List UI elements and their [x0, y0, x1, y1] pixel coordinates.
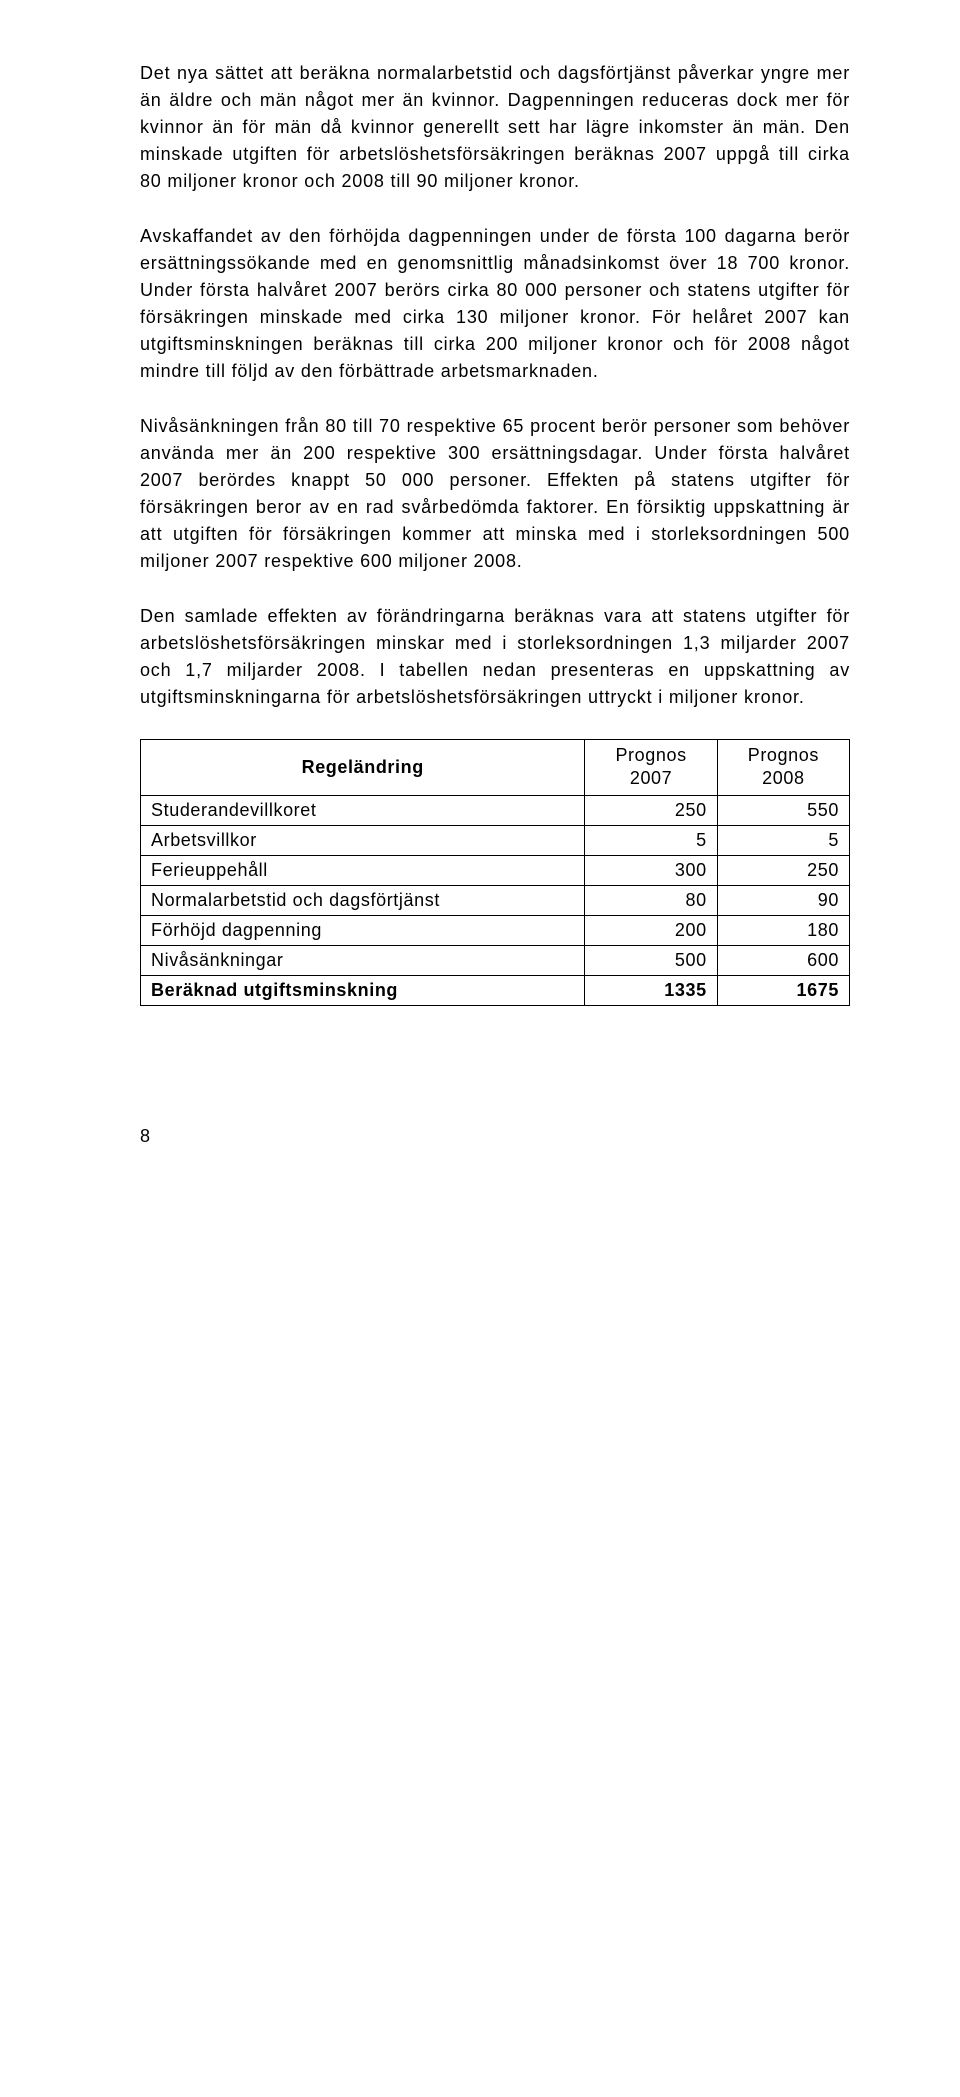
- table-cell-2007: 300: [585, 855, 717, 885]
- paragraph-4: Den samlade effekten av förändringarna b…: [140, 603, 850, 711]
- table-cell-label: Nivåsänkningar: [141, 945, 585, 975]
- table-row: Nivåsänkningar 500 600: [141, 945, 850, 975]
- paragraph-3: Nivåsänkningen från 80 till 70 respektiv…: [140, 413, 850, 575]
- table-cell-2007: 200: [585, 915, 717, 945]
- prognosis-table: Regeländring Prognos 2007 Prognos 2008 S…: [140, 739, 850, 1006]
- table-cell-2007: 500: [585, 945, 717, 975]
- table-cell-total-label: Beräknad utgiftsminskning: [141, 975, 585, 1005]
- table-cell-2008: 550: [717, 795, 849, 825]
- paragraph-1: Det nya sättet att beräkna normalarbetst…: [140, 60, 850, 195]
- table-cell-label: Förhöjd dagpenning: [141, 915, 585, 945]
- table-row: Studerandevillkoret 250 550: [141, 795, 850, 825]
- table-row: Ferieuppehåll 300 250: [141, 855, 850, 885]
- table-cell-total-2008: 1675: [717, 975, 849, 1005]
- table-cell-label: Arbetsvillkor: [141, 825, 585, 855]
- table-cell-2008: 5: [717, 825, 849, 855]
- table-cell-total-2007: 1335: [585, 975, 717, 1005]
- paragraph-2: Avskaffandet av den förhöjda dagpenninge…: [140, 223, 850, 385]
- table-cell-2007: 80: [585, 885, 717, 915]
- table-cell-2008: 90: [717, 885, 849, 915]
- document-page: Det nya sättet att beräkna normalarbetst…: [0, 0, 960, 1207]
- table-header-regelandring: Regeländring: [141, 740, 585, 796]
- page-number: 8: [140, 1126, 850, 1147]
- table-cell-2007: 5: [585, 825, 717, 855]
- table-cell-label: Studerandevillkoret: [141, 795, 585, 825]
- table-row: Förhöjd dagpenning 200 180: [141, 915, 850, 945]
- table-cell-2007: 250: [585, 795, 717, 825]
- table-header-row: Regeländring Prognos 2007 Prognos 2008: [141, 740, 850, 796]
- table-header-2008: Prognos 2008: [717, 740, 849, 796]
- table-cell-2008: 180: [717, 915, 849, 945]
- table-row-total: Beräknad utgiftsminskning 1335 1675: [141, 975, 850, 1005]
- table-cell-2008: 600: [717, 945, 849, 975]
- table-cell-label: Normalarbetstid och dagsförtjänst: [141, 885, 585, 915]
- table-cell-label: Ferieuppehåll: [141, 855, 585, 885]
- table-row: Arbetsvillkor 5 5: [141, 825, 850, 855]
- table-cell-2008: 250: [717, 855, 849, 885]
- table-header-2007: Prognos 2007: [585, 740, 717, 796]
- table-row: Normalarbetstid och dagsförtjänst 80 90: [141, 885, 850, 915]
